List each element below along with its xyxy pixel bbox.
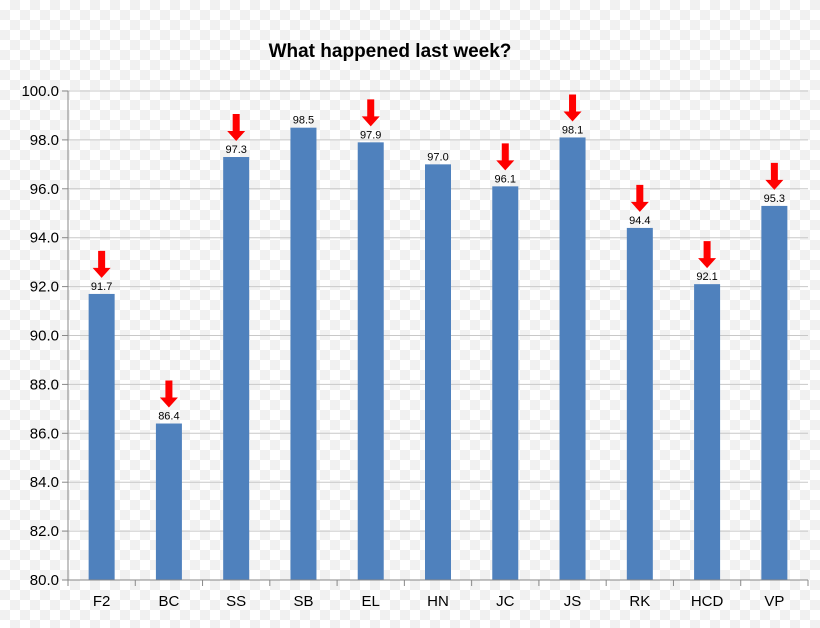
data-label: 97.0 <box>427 151 448 163</box>
data-label: 94.4 <box>629 215 650 227</box>
y-tick-label: 100.0 <box>21 83 59 100</box>
data-label: 97.3 <box>225 144 246 156</box>
chart-title: What happened last week? <box>269 41 512 62</box>
down-arrow-icon <box>630 184 649 212</box>
data-label: 98.1 <box>562 124 583 136</box>
axes: 80.0 82.0 84.0 86.0 88.0 90.0 92.0 94.0 96.0 98.0… <box>21 83 809 610</box>
y-tick-label: 82.0 <box>30 523 59 540</box>
x-tick-label: F2 <box>93 593 111 610</box>
data-label: 92.1 <box>696 271 717 283</box>
bar-f2 <box>88 293 115 580</box>
y-tick-label: 86.0 <box>30 425 59 442</box>
x-tick-label: EL <box>362 593 380 610</box>
bar-sb <box>290 127 317 581</box>
bar-js <box>559 137 586 580</box>
x-tick-label: HN <box>427 593 449 610</box>
bar-rk <box>626 227 653 581</box>
bar-bc <box>155 423 182 580</box>
y-tick-label: 96.0 <box>30 181 59 198</box>
down-arrow-icon <box>227 114 246 142</box>
down-arrow-icon <box>563 94 582 122</box>
y-tick-label: 88.0 <box>30 376 59 393</box>
data-labels: 91.7 86.4 97.3 98.5 97.9 97.0 96.1 98.1 94.4 92.1… <box>91 115 785 423</box>
bar-el <box>357 142 384 580</box>
y-tick-label: 80.0 <box>30 572 59 589</box>
down-arrow-icon <box>361 99 380 127</box>
y-tick-label: 94.0 <box>30 230 59 247</box>
data-label: 98.5 <box>293 115 314 127</box>
down-arrow-icon <box>496 143 515 171</box>
y-tick-label: 98.0 <box>30 132 59 149</box>
y-tick-label: 90.0 <box>30 328 59 345</box>
x-tick-label: JS <box>564 593 582 610</box>
x-tick-label: SB <box>293 593 313 610</box>
data-label: 91.7 <box>91 281 112 293</box>
x-tick-label: VP <box>764 593 784 610</box>
down-arrow-icon <box>765 162 784 190</box>
data-label: 86.4 <box>158 411 179 423</box>
bar-jc <box>492 186 519 581</box>
x-tick-label: BC <box>158 593 179 610</box>
bars <box>88 127 788 581</box>
bar-hcd <box>694 284 721 580</box>
x-tick-label: JC <box>496 593 515 610</box>
bar-ss <box>223 157 250 580</box>
x-tick-label: HCD <box>691 593 724 610</box>
x-tick-label: RK <box>629 593 650 610</box>
down-arrow-icon <box>698 241 717 269</box>
x-tick-label: SS <box>226 593 246 610</box>
bar-hn <box>425 164 451 580</box>
down-arrow-icon <box>159 380 178 408</box>
data-label: 97.9 <box>360 129 381 141</box>
y-tick-label: 84.0 <box>30 474 59 491</box>
down-arrows <box>92 94 784 408</box>
y-tick-label: 92.0 <box>30 279 59 296</box>
down-arrow-icon <box>92 250 111 278</box>
data-label: 95.3 <box>764 193 785 205</box>
bar-vp <box>761 205 788 581</box>
data-label: 96.1 <box>495 173 516 185</box>
